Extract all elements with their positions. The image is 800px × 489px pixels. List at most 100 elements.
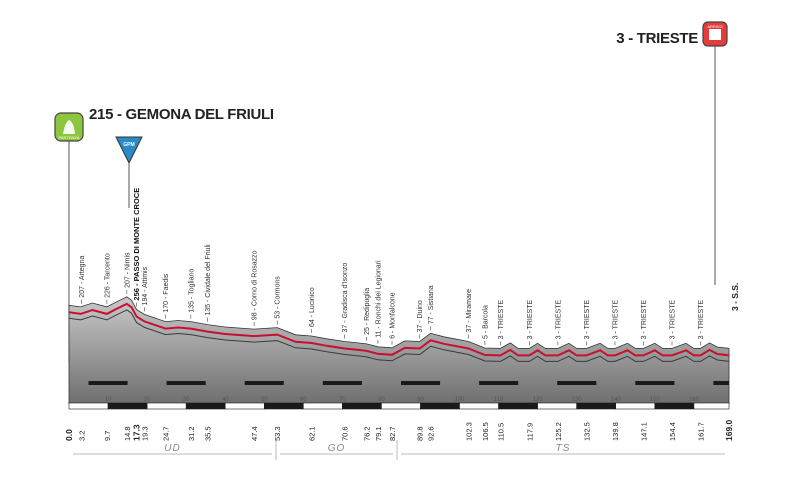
km-label: 31.2 [187,426,196,441]
scale-segment [693,402,730,410]
scale-tick-label: 70 [339,397,346,403]
ground-stripe [557,381,597,385]
km-label: 125.2 [554,422,563,441]
km-label: 89.8 [416,426,425,441]
finish-flag-icon [709,29,721,40]
km-label: 110.5 [497,423,506,441]
scale-tick-label: 130 [572,397,583,403]
region-label: TS [556,443,571,454]
ground-stripe [322,381,362,385]
km-label: 92.6 [427,426,436,441]
km-label: 62.1 [308,426,317,441]
end-altitude-label: 3 - S.S. [730,283,740,311]
scale-tick-label: 10 [105,397,112,403]
place-label: 170 - Faedis [163,273,170,312]
profile-band-edge [68,309,730,362]
scale-segment [107,402,148,410]
km-label: 82.7 [388,426,397,441]
place-label: 3 - TRIESTE [584,300,591,340]
region-label: GO [328,443,346,454]
gpm-triangle-icon [115,136,143,165]
scale-segment [68,402,109,410]
scale-segment [459,402,499,410]
place-label: 207 - Artegna [79,256,86,298]
km-label: 35.5 [204,426,213,441]
km-label: 169.0 [724,419,734,441]
scale-tick-label: 120 [533,397,544,403]
place-label: 11 - Ronchi dei Legionari [375,260,382,338]
scale-tick-label: 30 [183,397,190,403]
scale-segment [146,402,187,410]
km-label: 161.7 [697,422,706,441]
place-label: 3 - TRIESTE [698,300,705,340]
km-label: 106.5 [481,422,490,441]
regions-layer: UD GO TS [73,440,725,460]
place-label: 64 - Lucinico [309,287,316,327]
km-label: 19.3 [140,426,149,441]
place-label: 98 - Corno di Rosazzo [252,250,259,320]
finish-marker: ARRIVO 3 - TRIESTE [616,21,728,285]
km-label: 102.3 [465,422,474,441]
scale-tick-label: 20 [144,397,151,403]
scale-segment [342,402,382,410]
scale-segment [537,402,577,410]
scale-segment [615,402,656,410]
km-label: 154.4 [668,422,677,441]
km-label: 47.4 [250,426,259,441]
place-label: 135 - Cividale del Friuli [205,244,212,316]
climb-marker: GPM [115,136,143,208]
profile-road-line [68,302,730,357]
place-label: 37 - Duino [417,300,424,332]
start-flag-icon [63,120,75,134]
place-label: 226 - Tarcento [104,253,111,298]
km-label: 9.7 [103,431,112,441]
km-label: 24.7 [162,426,171,441]
place-label: 5 - Barcola [482,305,489,339]
start-marker: PARTENZA 215 - GEMONA DEL FRIULI [54,106,274,362]
finish-badge-label: ARRIVO [707,24,722,29]
scale-tick-label: 80 [378,397,385,403]
scale-tick-label: 40 [222,397,229,403]
scale-segment [185,402,226,410]
scale-tick-label: 140 [611,397,622,403]
km-label: 76.2 [363,426,372,441]
place-label: 194 - Attimis [142,266,149,305]
scale-segment [302,402,343,410]
scale-tick-label: 50 [261,397,268,403]
start-title: 215 - GEMONA DEL FRIULI [89,106,274,123]
km-label: 147.1 [640,422,649,441]
km-labels-layer: 0.0 3.2 9.7 14.8 17.319.3 24.7 31.2 35.5 47.4 53.… [64,419,734,441]
place-label: 3 - TRIESTE [498,300,505,340]
km-label: 17.3 [132,424,142,441]
profile-layer: 10 20 30 40 50 60 70 80 90 100 110 120 130 140 150 160 [68,296,730,410]
scale-tick-label: 90 [417,397,424,403]
km-label: 0.0 [64,429,74,441]
scale-segment [224,402,265,410]
place-label: 3 - TRIESTE [613,300,620,340]
ground-stripe [166,381,206,385]
ground-stripe [713,381,729,385]
place-label: 135 - Togliano [188,269,195,313]
place-label: 3 - TRIESTE [641,300,648,340]
place-label: 25 - Redipuglia [364,288,371,335]
scale-tick-label: 60 [300,397,307,403]
scale-segment [654,402,695,410]
scale-segment [576,402,617,410]
scale-segment [498,402,539,410]
place-label: 77 - Sistiana [428,285,435,324]
scale-segment [381,402,421,410]
place-label: 37 - Gradisca d'Isonzo [342,263,349,333]
place-label: 37 - Miramare [466,289,473,333]
place-label: 53 - Cormons [275,276,282,319]
ground-stripe [479,381,519,385]
place-label: 207 - Nimis [124,252,131,288]
places-layer: 207 - Artegna 226 - Tarcento 207 - Nimis 25… [79,188,705,346]
km-label: 70.6 [341,426,350,441]
km-label: 139.8 [611,422,620,441]
scale-tick-label: 160 [689,397,700,403]
scale-tick-label: 100 [454,397,465,403]
start-badge-label: PARTENZA [59,135,80,140]
scale-segment [420,402,460,410]
